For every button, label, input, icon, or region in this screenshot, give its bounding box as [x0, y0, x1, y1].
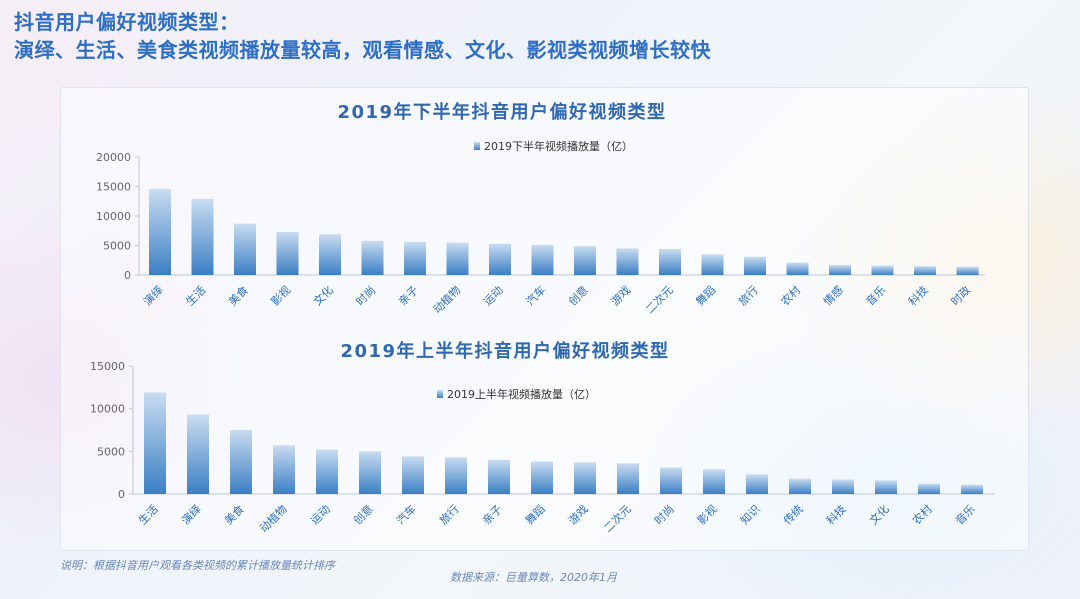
bar-科技: [914, 266, 936, 275]
y-tick-label: 5000: [97, 445, 125, 458]
x-category-label: 游戏: [566, 503, 591, 528]
bar-演绎: [187, 414, 209, 494]
chart-title: 2019年上半年抖音用户偏好视频类型: [340, 340, 669, 362]
bar-舞蹈: [531, 461, 553, 494]
x-category-label: 美食: [221, 502, 246, 527]
x-category-label: 创意: [350, 502, 375, 527]
x-category-label: 音乐: [952, 502, 977, 527]
bar-农村: [918, 483, 940, 494]
bar-旅行: [445, 457, 467, 494]
x-category-label: 科技: [823, 502, 848, 527]
legend: 2019上半年视频播放量（亿）: [437, 387, 596, 401]
y-tick-label: 15000: [96, 181, 131, 194]
bar-运动: [316, 449, 338, 494]
bar-动植物: [273, 445, 295, 494]
legend-label: 2019上半年视频播放量（亿）: [447, 387, 596, 401]
legend: 2019下半年视频播放量（亿）: [474, 139, 633, 153]
x-category-label: 文化: [866, 502, 891, 527]
x-category-label: 运动: [308, 503, 333, 528]
legend-label: 2019下半年视频播放量（亿）: [484, 139, 633, 153]
x-category-label: 演绎: [178, 502, 203, 527]
x-category-label: 传统: [781, 503, 806, 528]
bar-情感: [829, 264, 851, 275]
y-tick-label: 0: [118, 488, 125, 501]
bar-亲子: [488, 459, 510, 494]
y-tick-label: 15000: [90, 360, 125, 373]
bar-动植物: [446, 242, 469, 275]
bar-音乐: [961, 484, 983, 494]
bar-游戏: [574, 462, 596, 494]
bar-时尚: [660, 467, 682, 494]
chart-title: 2019年下半年抖音用户偏好视频类型: [337, 101, 666, 123]
x-category-label: 舞蹈: [523, 503, 548, 528]
bar-音乐: [871, 265, 894, 275]
bar-科技: [832, 479, 854, 494]
chart-2019-second-half: 2019年下半年抖音用户偏好视频类型 2019下半年视频播放量（亿） 0 5000 10…: [96, 101, 985, 316]
x-category-label: 旅行: [436, 502, 461, 527]
x-category-label: 二次元: [601, 502, 634, 535]
legend-swatch: [437, 390, 443, 398]
data-source: 数据来源：巨量算数，2020年1月: [450, 571, 617, 584]
y-tick-label: 10000: [90, 403, 125, 416]
legend-swatch: [474, 142, 480, 150]
x-category-label: 汽车: [393, 502, 418, 527]
bar-时政: [956, 266, 979, 275]
bar-文化: [319, 234, 341, 275]
footnote: 说明：根据抖音用户观看各类视频的累计播放量统计排序: [60, 559, 335, 572]
x-category-label: 亲子: [479, 502, 504, 527]
x-category-label: 影视: [694, 502, 719, 527]
bar-美食: [234, 223, 256, 275]
page-title-line1: 抖音用户偏好视频类型：: [14, 10, 240, 34]
x-category-label: 时尚: [651, 502, 676, 527]
bar-生活: [144, 392, 166, 494]
bar-舞蹈: [701, 254, 724, 275]
bar-时尚: [361, 240, 384, 275]
bar-创意: [574, 246, 596, 275]
bar-农村: [786, 262, 809, 275]
bar-美食: [230, 430, 252, 494]
x-category-label: 动植物: [257, 502, 290, 535]
bar-二次元: [659, 249, 681, 275]
bar-传统: [789, 478, 811, 494]
y-tick-label: 10000: [96, 210, 131, 223]
bar-影视: [703, 469, 725, 494]
bar-汽车: [531, 244, 554, 275]
bar-二次元: [617, 463, 639, 494]
bar-亲子: [404, 241, 426, 275]
bar-运动: [489, 243, 511, 275]
y-tick-label: 0: [124, 269, 131, 282]
bar-创意: [359, 451, 381, 494]
bar-生活: [191, 198, 214, 275]
x-category-label: 农村: [909, 502, 934, 527]
bar-文化: [875, 480, 897, 494]
bar-汽车: [402, 456, 424, 494]
y-tick-label: 5000: [103, 240, 131, 253]
x-category-label: 生活: [135, 502, 160, 527]
y-tick-label: 20000: [96, 151, 131, 164]
bar-旅行: [744, 256, 766, 275]
bar-影视: [276, 231, 299, 275]
page-title: 抖音用户偏好视频类型： 演绎、生活、美食类视频播放量较高，观看情感、文化、影视类…: [14, 8, 711, 64]
bar-游戏: [616, 248, 639, 275]
x-category-label: 知识: [737, 502, 762, 527]
bar-知识: [746, 474, 768, 494]
page-title-line2: 演绎、生活、美食类视频播放量较高，观看情感、文化、影视类视频增长较快: [14, 38, 711, 62]
bar-演绎: [149, 188, 171, 275]
